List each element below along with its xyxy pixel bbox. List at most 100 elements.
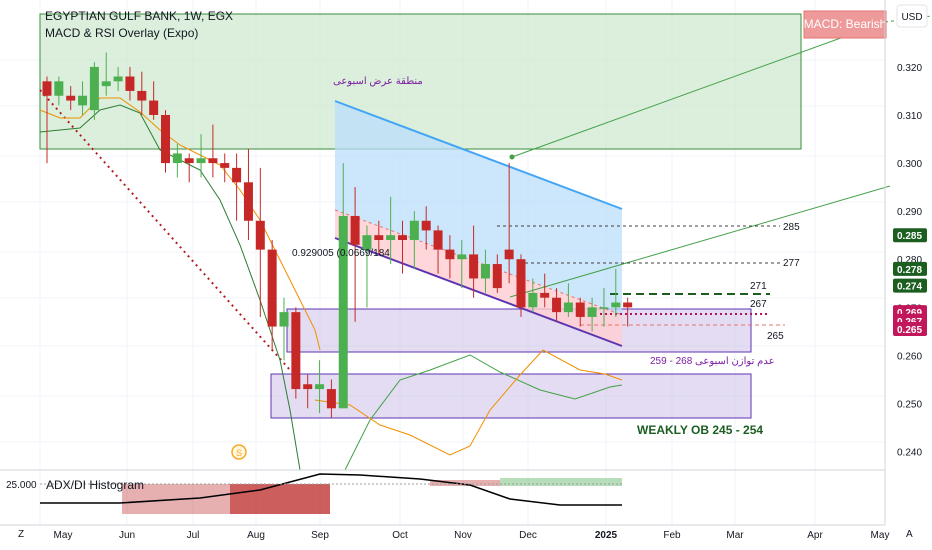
symbol-title: EGYPTIAN GULF BANK, 1W, EGX [45, 9, 233, 23]
imbalance-label: عدم توازن اسبوعى 268 - 259 [650, 356, 775, 367]
currency-label: USD [901, 12, 922, 23]
candle-body [433, 230, 443, 250]
candle-15[interactable] [208, 124, 218, 178]
time-tick-label: Dec [519, 530, 537, 541]
candle-41[interactable] [516, 254, 526, 317]
candle-7[interactable] [113, 66, 123, 91]
candle-22[interactable] [291, 307, 301, 399]
candle-25[interactable] [326, 379, 336, 418]
price-tag: 0.285 [893, 228, 927, 243]
wedge-lower-area [335, 210, 622, 346]
candle-body [267, 249, 277, 327]
candle-35[interactable] [445, 235, 455, 279]
trend-line-lower[interactable] [509, 185, 891, 298]
currency-button[interactable]: USD [896, 4, 928, 28]
candle-body [196, 158, 206, 164]
macd-line [314, 349, 623, 456]
axis-right-marker[interactable]: A [906, 529, 913, 540]
macd-badge-label: MACD: Bearish [804, 17, 887, 31]
candle-23[interactable] [303, 374, 313, 409]
candle-18[interactable] [243, 148, 253, 240]
weekly-ob-zone[interactable] [270, 373, 752, 419]
candle-44[interactable] [552, 288, 562, 322]
candle-38[interactable] [480, 249, 490, 293]
adx-histogram [122, 478, 622, 514]
candle-6[interactable] [101, 52, 111, 96]
candle-5[interactable] [89, 62, 99, 120]
price-tag: 0.265 [893, 321, 927, 336]
candle-1[interactable] [42, 76, 52, 164]
candle-body [255, 220, 265, 250]
candle-43[interactable] [540, 273, 550, 308]
candle-21[interactable] [279, 297, 289, 361]
dividend-s-icon[interactable]: S [231, 444, 247, 460]
candle-4[interactable] [78, 81, 88, 115]
candle-39[interactable] [492, 254, 502, 293]
candle-11[interactable] [161, 110, 170, 173]
trend-line-anchor[interactable] [509, 154, 515, 160]
candle-37[interactable] [469, 225, 479, 298]
candle-31[interactable] [398, 220, 407, 274]
price-tag: 0.278 [893, 261, 927, 276]
candle-body [374, 235, 384, 240]
candle-body [66, 95, 76, 101]
candle-body [89, 66, 99, 111]
candle-body [42, 81, 52, 96]
candle-40[interactable] [504, 163, 514, 284]
dotted-downtrend-line[interactable] [39, 89, 291, 371]
trend-line-upper[interactable] [511, 21, 886, 158]
wedge-upper-line[interactable] [334, 100, 623, 210]
candle-14[interactable] [196, 134, 206, 178]
candle-27[interactable] [350, 187, 360, 322]
candle-2[interactable] [54, 76, 64, 106]
candle-12[interactable] [172, 143, 182, 178]
candle-32[interactable] [409, 211, 419, 269]
candle-45[interactable] [563, 283, 573, 317]
candle-46[interactable] [575, 297, 585, 327]
candle-3[interactable] [66, 86, 76, 111]
candle-16[interactable] [220, 153, 230, 183]
candle-29[interactable] [374, 220, 384, 255]
candle-body [243, 182, 253, 221]
candle-42[interactable] [528, 278, 538, 313]
candle-47[interactable] [587, 297, 597, 332]
candle-19[interactable] [255, 167, 265, 317]
candle-body [504, 249, 514, 260]
level-label-267: 267 [750, 299, 767, 310]
candle-body [540, 292, 550, 298]
candle-34[interactable] [433, 225, 443, 274]
candle-48[interactable] [599, 288, 609, 327]
candle-24[interactable] [315, 360, 325, 414]
price-tick-label: 0.300 [897, 159, 922, 170]
candle-26[interactable] [338, 163, 348, 409]
time-tick-label: May [871, 530, 890, 541]
candle-body [315, 384, 325, 390]
candle-8[interactable] [125, 66, 135, 101]
candle-28[interactable] [362, 225, 372, 308]
indicator-name: MACD & RSI Overlay (Expo) [45, 26, 198, 40]
candle-10[interactable] [149, 81, 159, 120]
axis-left-marker[interactable]: Z [18, 529, 24, 540]
candle-33[interactable] [421, 206, 431, 250]
candle-20[interactable] [267, 240, 277, 351]
time-tick-label: Jul [187, 530, 200, 541]
macd-badge[interactable]: MACD: Bearish [803, 10, 887, 39]
price-tick-label: 0.310 [897, 111, 922, 122]
price-tag-label: 0.274 [897, 282, 922, 293]
imbalance-zone[interactable] [286, 308, 752, 353]
wedge-lower-line[interactable] [334, 237, 623, 347]
candle-body [362, 235, 372, 250]
candle-body [161, 114, 170, 164]
candle-49[interactable] [611, 268, 621, 317]
level-label-265: 265 [767, 331, 784, 342]
candle-13[interactable] [184, 153, 194, 183]
candle-50[interactable] [623, 297, 633, 327]
price-tick-label: 0.290 [897, 207, 922, 218]
candle-9[interactable] [137, 71, 147, 115]
candle-17[interactable] [232, 153, 242, 221]
candle-30[interactable] [386, 196, 396, 265]
svg-text:S: S [236, 448, 242, 458]
candle-36[interactable] [457, 240, 467, 289]
